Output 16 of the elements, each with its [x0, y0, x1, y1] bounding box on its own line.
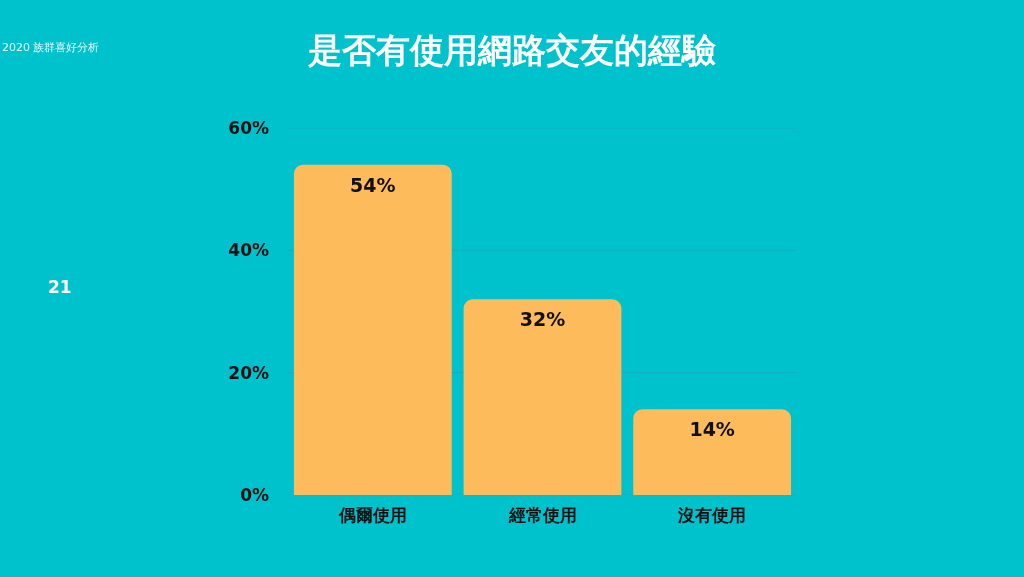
- data-label: 14%: [689, 418, 735, 441]
- data-label: 54%: [350, 173, 396, 196]
- x-tick-label: 沒有使用: [677, 505, 747, 525]
- x-tick-label: 偶爾使用: [337, 505, 407, 525]
- x-tick-label: 經常使用: [507, 505, 577, 525]
- bar: [293, 164, 452, 495]
- y-tick-label: 40%: [228, 240, 269, 261]
- data-label: 32%: [519, 308, 566, 331]
- text: 2020 族群喜好分析: [2, 41, 100, 54]
- y-tick-label: 0%: [240, 484, 269, 505]
- bar: [633, 409, 792, 495]
- bar: [463, 299, 622, 495]
- chart-title: 是否有使用網路交友的經驗: [307, 29, 717, 70]
- text: 21: [48, 277, 72, 297]
- y-tick-label: 20%: [228, 362, 269, 383]
- y-tick-label: 60%: [228, 117, 269, 138]
